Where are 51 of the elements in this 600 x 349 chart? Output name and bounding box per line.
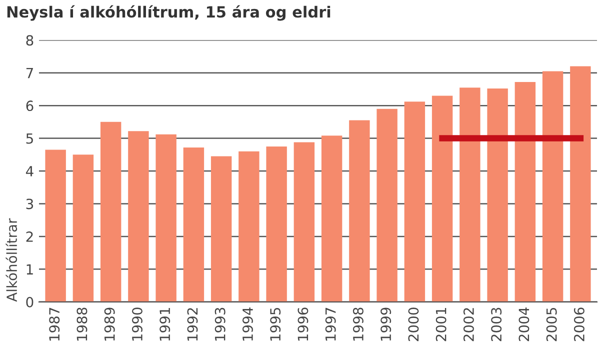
bar [72, 154, 94, 302]
x-tick-label: 1995 [270, 308, 281, 341]
bar [570, 66, 591, 302]
y-tick-label: 5 [26, 133, 33, 144]
x-tick-label: 1994 [242, 308, 253, 341]
x-tick-label: 1988 [76, 308, 88, 341]
x-tick-label: 2003 [491, 308, 502, 342]
bar [100, 122, 122, 302]
bar [266, 146, 287, 302]
bar [294, 142, 315, 302]
x-tick-label: 1996 [298, 308, 308, 341]
bar [349, 120, 370, 302]
bar [156, 134, 176, 302]
y-tick-label: 2 [26, 231, 33, 242]
y-tick-label: 7 [26, 68, 33, 78]
bar [404, 102, 426, 302]
bar [128, 131, 149, 302]
x-tick-label: 1991 [160, 308, 170, 341]
bar [45, 150, 66, 302]
y-tick-label: 8 [26, 35, 34, 46]
y-tick-label: 1 [26, 264, 33, 274]
bar [210, 156, 232, 302]
bar [487, 88, 508, 302]
bar [542, 71, 564, 302]
bar [321, 136, 342, 302]
x-tick-label: 1990 [132, 308, 142, 341]
bar [183, 147, 204, 302]
chart-title: Neysla í alkóhóllítrum, 15 ára og eldri [7, 5, 330, 21]
bar [460, 88, 480, 302]
x-tick-label: 1999 [380, 308, 392, 341]
x-tick-label: 2000 [408, 308, 419, 342]
bar [432, 96, 453, 302]
x-tick-label: 2001 [436, 308, 446, 342]
bar [514, 82, 536, 302]
y-tick-label: 4 [26, 166, 34, 176]
x-tick-label: 2006 [574, 308, 584, 342]
x-tick-label: 2005 [546, 308, 557, 342]
y-tick-label: 3 [26, 198, 34, 210]
x-tick-label: 2002 [463, 308, 474, 342]
x-tick-label: 2004 [518, 308, 530, 342]
x-tick-label: 1989 [104, 308, 115, 341]
x-tick-label: 1992 [187, 308, 198, 341]
bar [376, 108, 398, 302]
x-tick-label: 1987 [49, 308, 60, 341]
y-tick-label: 6 [26, 100, 34, 112]
x-tick-label: 1998 [352, 308, 364, 341]
y-tick-label: 0 [26, 296, 34, 308]
y-axis-title: Alkóhóllítrar [6, 218, 18, 302]
x-tick-label: 1997 [325, 308, 336, 341]
x-tick-label: 1993 [214, 308, 226, 341]
bar [238, 151, 260, 302]
